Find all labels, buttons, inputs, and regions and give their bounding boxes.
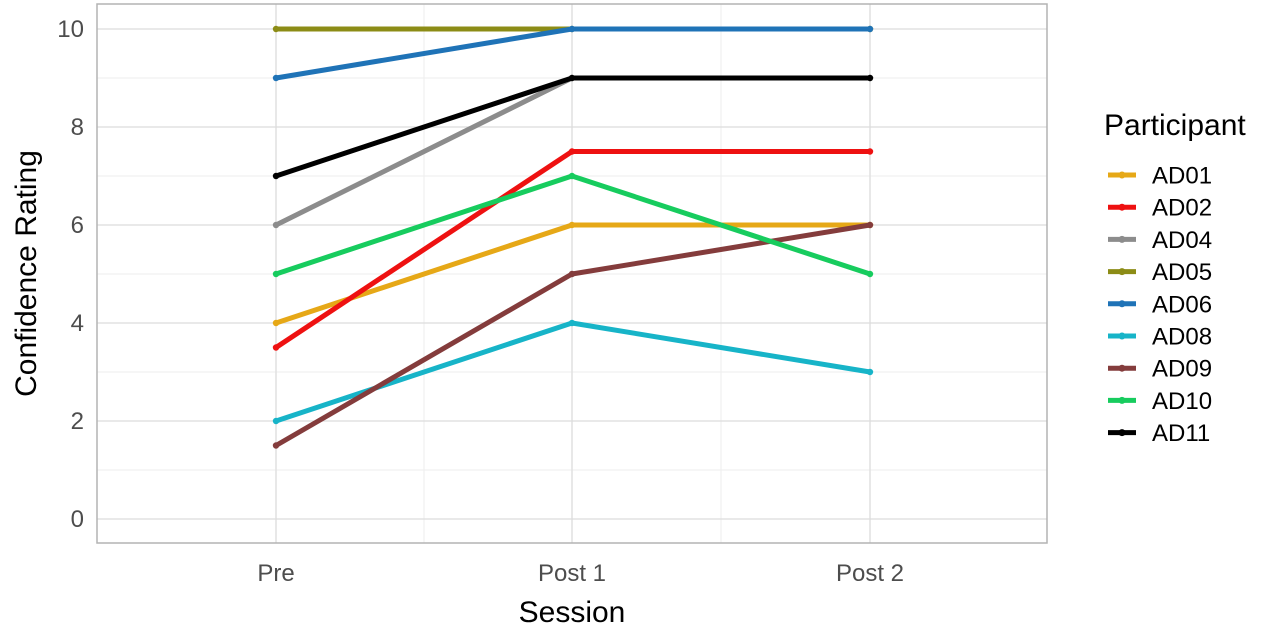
data-point [568, 270, 576, 278]
plot-panel-border [96, 3, 1048, 544]
series-ad10 [272, 172, 874, 278]
data-point [568, 74, 576, 82]
y-tick-label: 8 [71, 114, 84, 141]
legend-item: AD09 [1108, 356, 1212, 383]
legend-label: AD05 [1152, 259, 1212, 286]
series-ad06 [272, 25, 874, 82]
legend-label: AD11 [1152, 420, 1210, 447]
x-axis-ticks: Pre Post 1 Post 2 [257, 560, 904, 587]
legend-label: AD01 [1152, 163, 1212, 190]
data-point [272, 74, 280, 82]
legend-key-point [1118, 300, 1126, 308]
data-point [568, 319, 576, 327]
series-lines [272, 25, 874, 449]
data-point [866, 221, 874, 229]
y-axis-ticks: 0 2 4 6 8 10 [57, 16, 84, 533]
legend-item: AD02 [1108, 195, 1212, 222]
data-point [272, 319, 280, 327]
data-point [866, 368, 874, 376]
data-point [866, 270, 874, 278]
series-ad02 [272, 148, 874, 351]
data-point [568, 221, 576, 229]
data-point [272, 442, 280, 449]
legend-key-point [1118, 332, 1126, 340]
data-point [272, 417, 280, 425]
legend-key-point [1118, 203, 1126, 211]
legend-item: AD06 [1108, 291, 1212, 318]
legend-item: AD08 [1108, 324, 1212, 351]
y-tick-label: 0 [71, 506, 84, 533]
legend-label: AD02 [1152, 195, 1212, 222]
data-point [866, 74, 874, 82]
y-tick-label: 10 [57, 16, 84, 43]
legend-items: AD01 AD02 AD04 AD05 AD06 AD08 AD09 AD10 AD11 [1108, 163, 1212, 447]
legend-label: AD10 [1152, 388, 1212, 415]
data-point [866, 148, 874, 155]
series-line [274, 222, 871, 448]
y-axis-title: Confidence Rating [10, 150, 43, 397]
legend: Participant AD01 AD02 AD04 AD05 AD06 AD08 AD09… [1104, 109, 1246, 447]
data-point [568, 172, 576, 180]
legend-key-point [1118, 364, 1126, 372]
data-point [272, 172, 280, 180]
data-point [272, 344, 280, 351]
y-tick-label: 4 [71, 310, 84, 337]
legend-label: AD06 [1152, 291, 1212, 318]
legend-key-point [1118, 268, 1126, 276]
series-ad11 [272, 74, 874, 180]
legend-item: AD01 [1108, 163, 1212, 190]
legend-item: AD05 [1108, 259, 1212, 286]
legend-item: AD10 [1108, 388, 1212, 415]
x-tick-label: Pre [257, 560, 294, 587]
legend-key-point [1118, 235, 1126, 243]
legend-key-point [1118, 429, 1126, 437]
x-tick-label: Post 2 [836, 560, 904, 587]
series-ad09 [272, 221, 874, 449]
data-point [568, 148, 576, 155]
legend-label: AD08 [1152, 324, 1212, 351]
legend-label: AD04 [1152, 227, 1212, 254]
data-point [272, 25, 280, 33]
legend-item: AD11 [1108, 420, 1210, 447]
legend-key-point [1118, 171, 1126, 179]
legend-item: AD04 [1108, 227, 1212, 254]
y-tick-label: 2 [71, 408, 84, 435]
data-point [568, 25, 576, 33]
legend-label: AD09 [1152, 356, 1212, 383]
x-axis-title: Session [519, 596, 626, 629]
x-tick-label: Post 1 [538, 560, 606, 587]
data-point [272, 270, 280, 278]
legend-title: Participant [1104, 109, 1246, 142]
legend-key-point [1118, 396, 1126, 404]
series-line [275, 26, 870, 81]
data-point [866, 25, 874, 33]
data-point [272, 221, 280, 229]
y-tick-label: 6 [71, 212, 84, 239]
